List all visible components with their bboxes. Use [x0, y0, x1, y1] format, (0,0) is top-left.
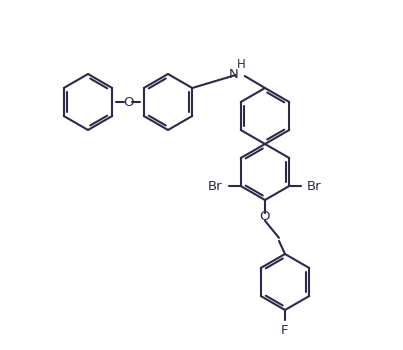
Text: F: F	[281, 324, 289, 337]
Text: N: N	[229, 69, 239, 82]
Text: O: O	[260, 210, 270, 223]
Text: Br: Br	[307, 180, 322, 193]
Text: O: O	[123, 96, 133, 108]
Text: Br: Br	[208, 180, 223, 193]
Text: H: H	[237, 58, 245, 71]
